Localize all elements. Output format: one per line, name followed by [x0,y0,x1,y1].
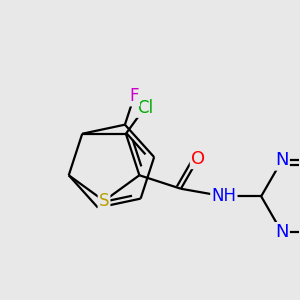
Text: S: S [99,192,109,210]
Text: O: O [191,150,205,168]
Text: F: F [129,87,139,105]
Text: N: N [275,152,289,169]
Text: N: N [275,223,289,241]
Text: Cl: Cl [137,99,153,117]
Text: NH: NH [212,187,236,205]
